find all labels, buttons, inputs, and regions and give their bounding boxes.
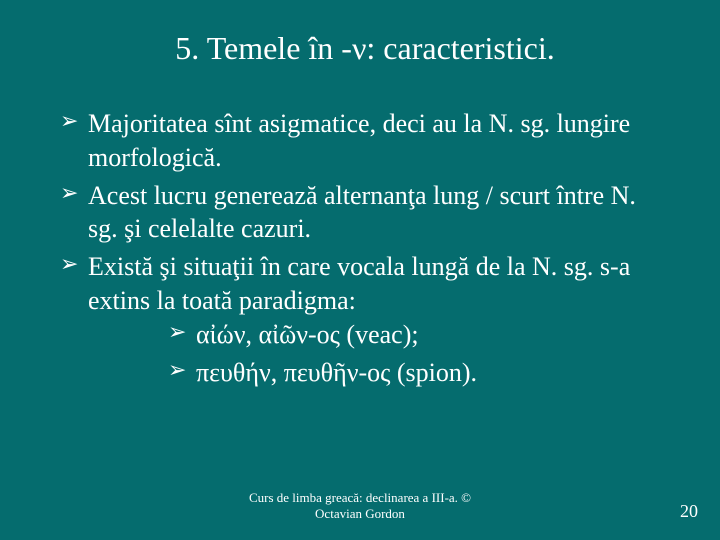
bullet-item: Acest lucru generează alternanţa lung / … (60, 179, 670, 247)
page-number: 20 (680, 501, 698, 522)
footer-line: Octavian Gordon (0, 506, 720, 522)
footer: Curs de limba greacă: declinarea a III-a… (0, 490, 720, 523)
slide-title: 5. Temele în -ν: caracteristici. (60, 30, 670, 67)
bullet-item: Există şi situaţii în care vocala lungă … (60, 250, 670, 389)
sub-bullet-list: αἰών, αἰῶν-ος (veac); πευθήν, πευθῆν-ος … (168, 318, 670, 390)
bullet-item: Majoritatea sînt asigmatice, deci au la … (60, 107, 670, 175)
sub-bullet-item: πευθήν, πευθῆν-ος (spion). (168, 356, 670, 390)
slide: 5. Temele în -ν: caracteristici. Majorit… (0, 0, 720, 540)
bullet-text: Există şi situaţii în care vocala lungă … (88, 252, 630, 315)
sub-bullet-item: αἰών, αἰῶν-ος (veac); (168, 318, 670, 352)
bullet-list: Majoritatea sînt asigmatice, deci au la … (60, 107, 670, 389)
footer-line: Curs de limba greacă: declinarea a III-a… (0, 490, 720, 506)
